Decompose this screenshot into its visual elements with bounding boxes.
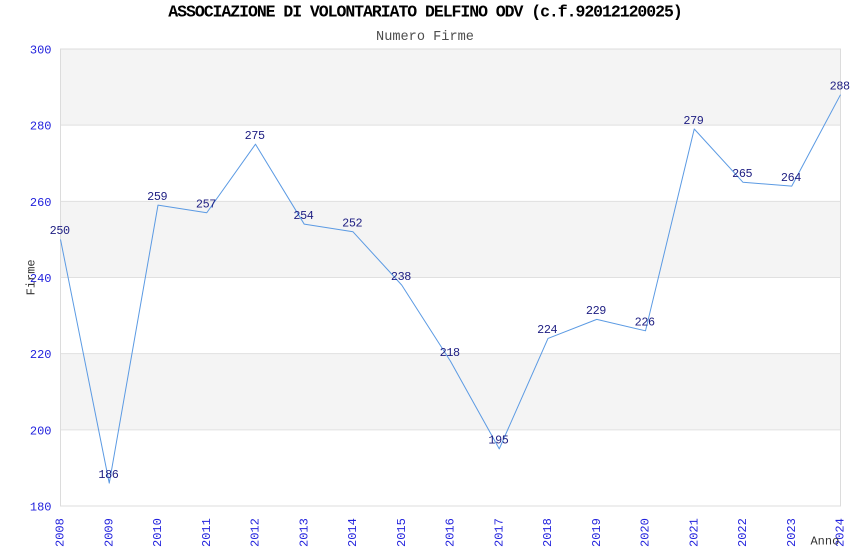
svg-text:2023: 2023 [785,518,799,547]
svg-text:200: 200 [30,424,52,438]
svg-text:180: 180 [30,501,52,515]
svg-text:2019: 2019 [590,518,604,547]
svg-text:280: 280 [30,120,52,134]
svg-text:195: 195 [488,434,508,448]
svg-text:288: 288 [830,80,850,94]
svg-text:250: 250 [50,224,70,238]
svg-text:252: 252 [342,217,362,231]
svg-text:229: 229 [586,304,606,318]
svg-text:220: 220 [30,348,52,362]
svg-text:260: 260 [30,196,52,210]
svg-text:265: 265 [732,167,752,181]
svg-text:2014: 2014 [346,518,360,547]
svg-text:Numero Firme: Numero Firme [376,30,474,45]
svg-text:ASSOCIAZIONE DI VOLONTARIATO D: ASSOCIAZIONE DI VOLONTARIATO DELFINO ODV… [168,3,681,22]
svg-text:2017: 2017 [492,518,506,547]
svg-text:186: 186 [98,468,118,482]
svg-text:2016: 2016 [444,518,458,547]
svg-text:2008: 2008 [54,518,68,547]
svg-text:259: 259 [147,190,167,204]
svg-text:2013: 2013 [297,518,311,547]
svg-text:257: 257 [196,198,216,212]
svg-text:2022: 2022 [736,518,750,547]
svg-text:218: 218 [440,346,460,360]
svg-text:2012: 2012 [249,518,263,547]
svg-text:275: 275 [245,129,265,143]
svg-text:2018: 2018 [541,518,555,547]
svg-text:224: 224 [537,323,557,337]
svg-text:238: 238 [391,270,411,284]
svg-text:Anno: Anno [810,534,839,548]
svg-text:Firme: Firme [25,259,39,295]
svg-text:2011: 2011 [200,518,214,547]
svg-text:279: 279 [683,114,703,128]
svg-text:2015: 2015 [395,518,409,547]
svg-text:2010: 2010 [151,518,165,547]
svg-text:300: 300 [30,44,52,58]
svg-text:2021: 2021 [687,518,701,547]
svg-text:2024: 2024 [834,518,848,547]
svg-text:226: 226 [635,316,655,330]
svg-text:264: 264 [781,171,801,185]
svg-text:254: 254 [293,209,313,223]
svg-text:240: 240 [30,272,52,286]
svg-text:2009: 2009 [102,518,116,547]
svg-text:2020: 2020 [639,518,653,547]
